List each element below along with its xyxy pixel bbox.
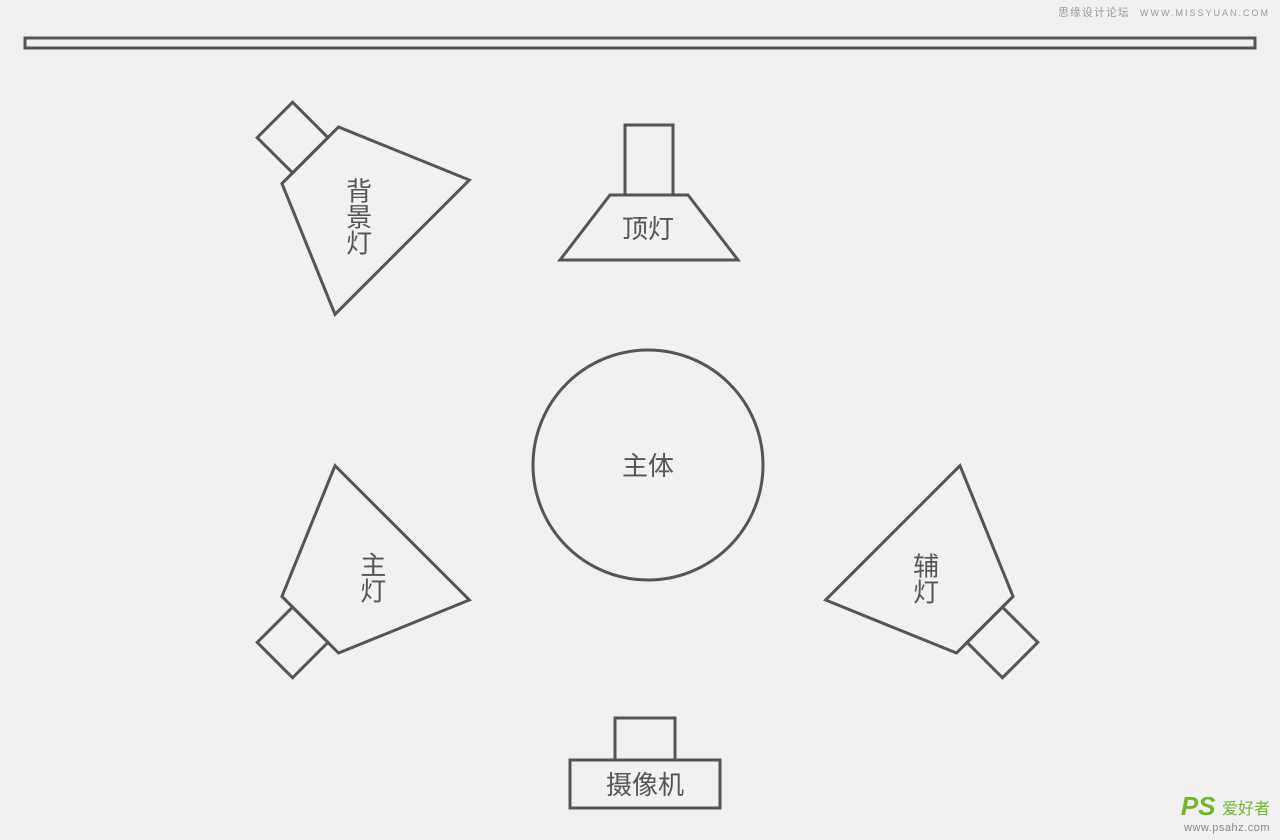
fill-light-label: 辅灯	[910, 553, 940, 605]
lighting-diagram: 顶灯 背景灯 主灯 辅灯 主体 摄像机	[0, 0, 1280, 840]
background-light-icon: 背景灯	[208, 53, 470, 315]
main-light-label: 主灯	[357, 551, 387, 603]
camera-label: 摄像机	[606, 770, 684, 800]
watermark-love: 爱好者	[1222, 795, 1270, 819]
watermark-url: www.psahz.com	[1181, 822, 1270, 834]
top-light-icon: 顶灯	[560, 125, 738, 260]
background-light-label: 背景灯	[343, 178, 373, 256]
subject-label: 主体	[622, 451, 674, 481]
watermark-top-domain: WWW.MISSYUAN.COM	[1140, 8, 1270, 18]
backdrop-bar	[25, 38, 1255, 48]
top-light-label: 顶灯	[622, 214, 674, 244]
watermark-bottom: PS 爱好者 www.psahz.com	[1181, 791, 1270, 834]
watermark-top-text: 思缘设计论坛	[1058, 7, 1130, 19]
watermark-ps: PS	[1181, 791, 1216, 822]
watermark-top: 思缘设计论坛 WWW.MISSYUAN.COM	[1058, 4, 1270, 20]
camera-icon: 摄像机	[570, 718, 720, 808]
main-light-icon: 主灯	[208, 466, 470, 728]
fill-light-icon: 辅灯	[826, 466, 1088, 728]
